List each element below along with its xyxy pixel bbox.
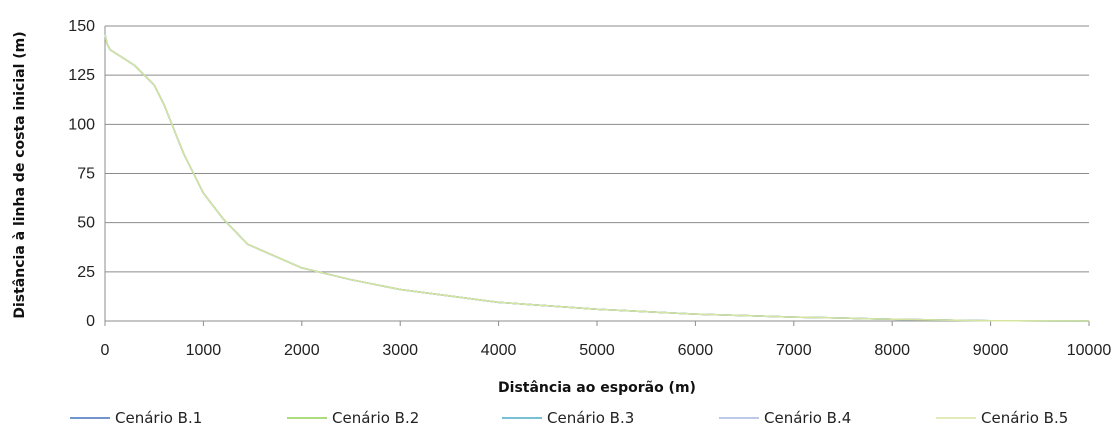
x-tick-label: 0 <box>101 342 110 359</box>
y-axis-title: Distância à linha de costa inicial (m) <box>12 31 28 318</box>
legend-label: Cenário B.2 <box>332 409 419 427</box>
axes <box>104 26 1090 326</box>
x-tick-label: 10000 <box>1067 342 1112 359</box>
legend-label: Cenário B.1 <box>115 409 202 427</box>
x-tick-label: 7000 <box>776 342 812 359</box>
y-tick-label: 125 <box>68 67 95 84</box>
x-tick-label: 5000 <box>579 342 615 359</box>
x-tick-label: 3000 <box>382 342 418 359</box>
legend-label: Cenário B.5 <box>981 409 1068 427</box>
series-lines <box>104 33 1090 322</box>
gridlines <box>105 25 1089 273</box>
y-tick-label: 50 <box>77 215 95 232</box>
x-axis-title: Distância ao esporão (m) <box>498 380 696 396</box>
y-tick-label: 0 <box>86 313 95 330</box>
series-line-b5 <box>104 33 1090 322</box>
x-tick-label: 1000 <box>186 342 222 359</box>
legend-label: Cenário B.3 <box>547 409 634 427</box>
y-tick-label: 25 <box>77 264 95 281</box>
x-tick-labels: 0 1000 2000 3000 4000 5000 6000 7000 8000 9000 100… <box>101 342 1112 359</box>
x-tick-label: 4000 <box>481 342 517 359</box>
x-tick-label: 8000 <box>874 342 910 359</box>
series-line-b4 <box>104 33 1090 322</box>
x-tick-label: 6000 <box>678 342 714 359</box>
legend: Cenário B.1 Cenário B.2 Cenário B.3 Cenário… <box>70 409 1068 427</box>
x-tick-label: 2000 <box>284 342 320 359</box>
y-tick-label: 100 <box>68 116 95 133</box>
y-tick-label: 150 <box>68 18 95 35</box>
x-tick-label: 9000 <box>973 342 1009 359</box>
y-tick-labels: 0 25 50 75 100 125 150 <box>68 18 95 330</box>
y-tick-label: 75 <box>77 166 95 183</box>
series-line-b2 <box>104 33 1090 322</box>
legend-label: Cenário B.4 <box>764 409 851 427</box>
series-line-b3 <box>104 33 1090 322</box>
series-line-b1 <box>104 33 1090 322</box>
